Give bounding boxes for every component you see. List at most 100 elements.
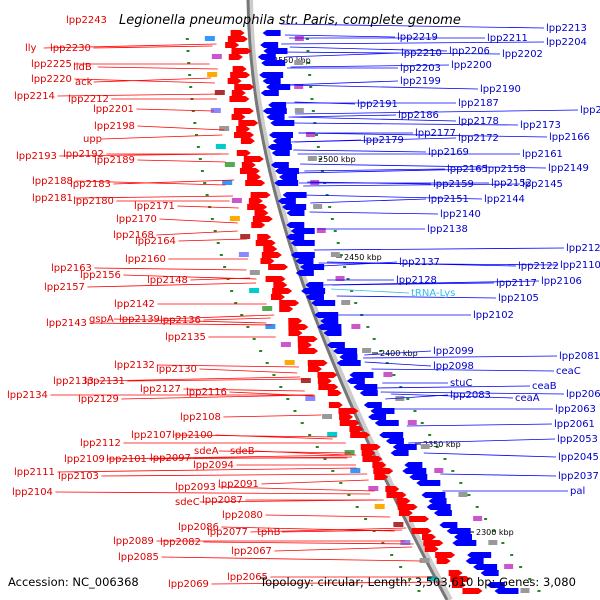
gene-label-left-49: sdeB: [230, 446, 255, 457]
minor-tick-left: [259, 350, 263, 352]
feature-block: [294, 60, 304, 65]
reverse-gene-arrow: [326, 342, 345, 348]
feature-block: [350, 468, 361, 473]
feature-block: [215, 144, 226, 149]
feature-block: [458, 492, 468, 497]
reverse-gene-arrow: [300, 264, 325, 270]
feature-block: [214, 90, 225, 95]
left-connector-44: [215, 434, 333, 440]
feature-block: [316, 228, 326, 233]
forward-gene-arrow: [328, 402, 343, 408]
reverse-gene-arrow: [277, 198, 296, 204]
gene-label-right-53: lpp2061: [554, 419, 595, 430]
gene-label-left-5: ack: [75, 77, 93, 88]
minor-tick-left: [234, 302, 238, 304]
forward-gene-arrow: [257, 234, 272, 240]
feature-block: [362, 348, 372, 353]
forward-gene-arrow: [272, 288, 293, 294]
minor-tick-right: [354, 302, 358, 304]
gene-label-left-59: lpp2086: [178, 522, 219, 533]
left-connector-34: [199, 368, 298, 374]
right-connector-15: [288, 116, 457, 122]
left-connector-25: [87, 282, 257, 288]
reverse-gene-arrow: [271, 150, 290, 156]
reverse-gene-arrow: [390, 450, 409, 456]
left-connector-4: [74, 78, 215, 84]
forward-gene-arrow: [245, 180, 266, 186]
minor-tick-right: [343, 266, 347, 268]
feature-block: [240, 234, 251, 239]
forward-gene-arrow: [409, 516, 430, 522]
gene-label-left-53: lpp2104: [12, 487, 53, 498]
right-connector-46: [371, 368, 555, 372]
gene-label-left-29: gspA: [89, 314, 114, 325]
minor-tick-right: [328, 206, 332, 208]
gene-label-left-21: lpp2164: [135, 236, 176, 247]
reverse-gene-arrow: [421, 492, 446, 498]
gene-label-left-14: lpp2188: [32, 176, 73, 187]
forward-gene-arrow: [261, 252, 282, 258]
forward-gene-arrow: [318, 384, 339, 390]
feature-block: [231, 198, 242, 203]
minor-tick-left: [185, 38, 189, 40]
gene-label-left-66: lpp2069: [168, 579, 209, 590]
gene-label-right-49: lpp2083: [450, 390, 491, 401]
forward-gene-arrow: [361, 450, 376, 456]
gene-label-left-43: lpp2107: [131, 430, 172, 441]
gene-label-right-4: lpp2210: [401, 48, 442, 59]
gene-label-right-21: lpp2169: [428, 147, 469, 158]
gene-label-left-41: lpp2108: [180, 412, 221, 423]
reverse-gene-arrow: [290, 240, 315, 246]
left-connector-21: [178, 238, 248, 242]
minor-tick-left: [372, 530, 376, 532]
forward-gene-arrow: [397, 504, 418, 510]
right-connector-10: [288, 84, 479, 90]
gene-label-left-56: sdeC: [175, 497, 200, 508]
minor-tick-left: [191, 110, 195, 112]
minor-tick-left: [279, 386, 283, 388]
left-connector-29: [113, 318, 267, 324]
forward-gene-arrow: [228, 54, 243, 60]
forward-gene-arrow: [279, 300, 300, 306]
forward-gene-arrow: [423, 540, 444, 546]
gene-label-right-20: lpp2166: [549, 132, 590, 143]
reverse-gene-arrow: [446, 528, 471, 534]
reverse-gene-arrow: [428, 498, 447, 504]
minor-tick-left: [331, 470, 335, 472]
reverse-gene-arrow: [363, 402, 382, 408]
gene-label-right-38: lpp2117: [496, 278, 537, 289]
gene-label-left-13: lpp2189: [94, 155, 135, 166]
forward-gene-arrow: [339, 420, 360, 426]
minor-tick-right: [350, 290, 354, 292]
feature-block: [294, 84, 304, 89]
feature-block: [313, 204, 323, 209]
forward-gene-arrow: [362, 456, 383, 462]
minor-tick-right: [372, 338, 376, 340]
feature-block: [249, 288, 260, 293]
feature-block: [322, 414, 333, 419]
forward-gene-arrow: [288, 330, 303, 336]
right-connector-50: [391, 393, 514, 399]
right-connector-3: [281, 41, 545, 45]
gene-label-left-36: lpp2131: [84, 376, 125, 387]
gene-label-left-34: lpp2130: [156, 364, 197, 375]
forward-gene-arrow: [317, 378, 332, 384]
minor-tick-left: [286, 398, 290, 400]
right-connector-19: [295, 137, 457, 143]
minor-tick-left: [347, 494, 351, 496]
gene-label-right-43: lpp2081: [559, 351, 600, 362]
minor-tick-right: [305, 38, 309, 40]
feature-block: [420, 444, 430, 449]
right-connector-51: [380, 391, 565, 395]
feature-block: [204, 36, 215, 41]
gene-label-left-2: lpp2225: [31, 59, 72, 70]
reverse-gene-arrow: [290, 252, 315, 258]
reverse-gene-arrow: [274, 168, 299, 174]
feature-block: [222, 180, 233, 185]
forward-gene-arrow: [327, 390, 342, 396]
forward-gene-arrow: [231, 114, 246, 120]
feature-block: [434, 468, 444, 473]
minor-tick-right: [510, 554, 514, 556]
diagram-title: Legionella pneumophila str. Paris, compl…: [119, 13, 461, 28]
